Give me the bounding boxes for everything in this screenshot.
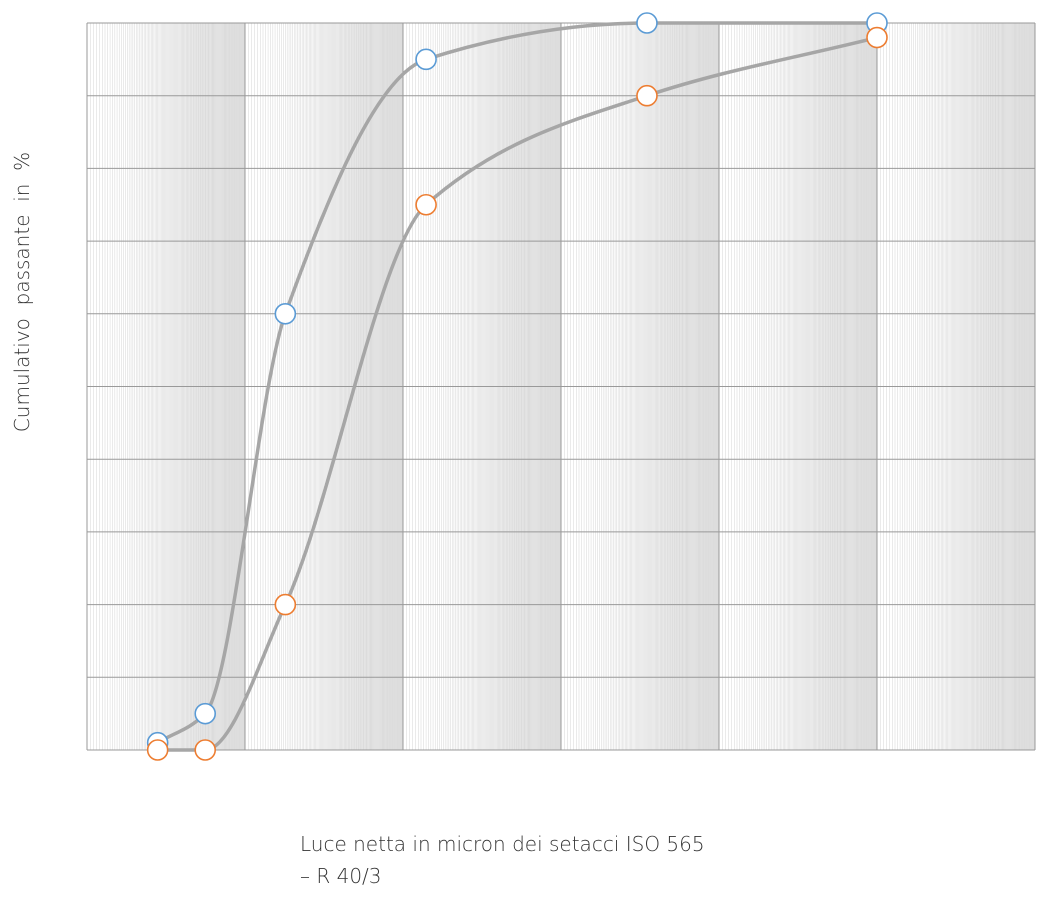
series-1-point <box>415 48 437 71</box>
y-axis-label: Cumulativo passante in % <box>10 151 34 433</box>
x-axis-label-line-1: Luce netta in micron dei setacci ISO 565 <box>300 832 705 856</box>
x-axis-label: Luce netta in micron dei setacci ISO 565… <box>300 828 820 892</box>
series-points <box>146 12 888 761</box>
series-2-point <box>636 84 658 107</box>
x-axis-label-line-2: – R 40/3 <box>300 864 382 888</box>
series-1-point <box>274 302 297 325</box>
series-1-line <box>155 21 879 745</box>
series-2-point <box>866 26 888 49</box>
series-2-line <box>155 35 879 752</box>
major-grid <box>86 22 1036 751</box>
series-2-point <box>194 739 217 761</box>
series-1-point <box>194 702 217 725</box>
series-1-point <box>636 12 658 34</box>
minor-grid <box>90 23 1035 750</box>
series-2-point <box>415 193 437 216</box>
series-lines <box>155 21 879 752</box>
series-2-point <box>274 593 297 616</box>
series-2-point <box>146 739 169 761</box>
